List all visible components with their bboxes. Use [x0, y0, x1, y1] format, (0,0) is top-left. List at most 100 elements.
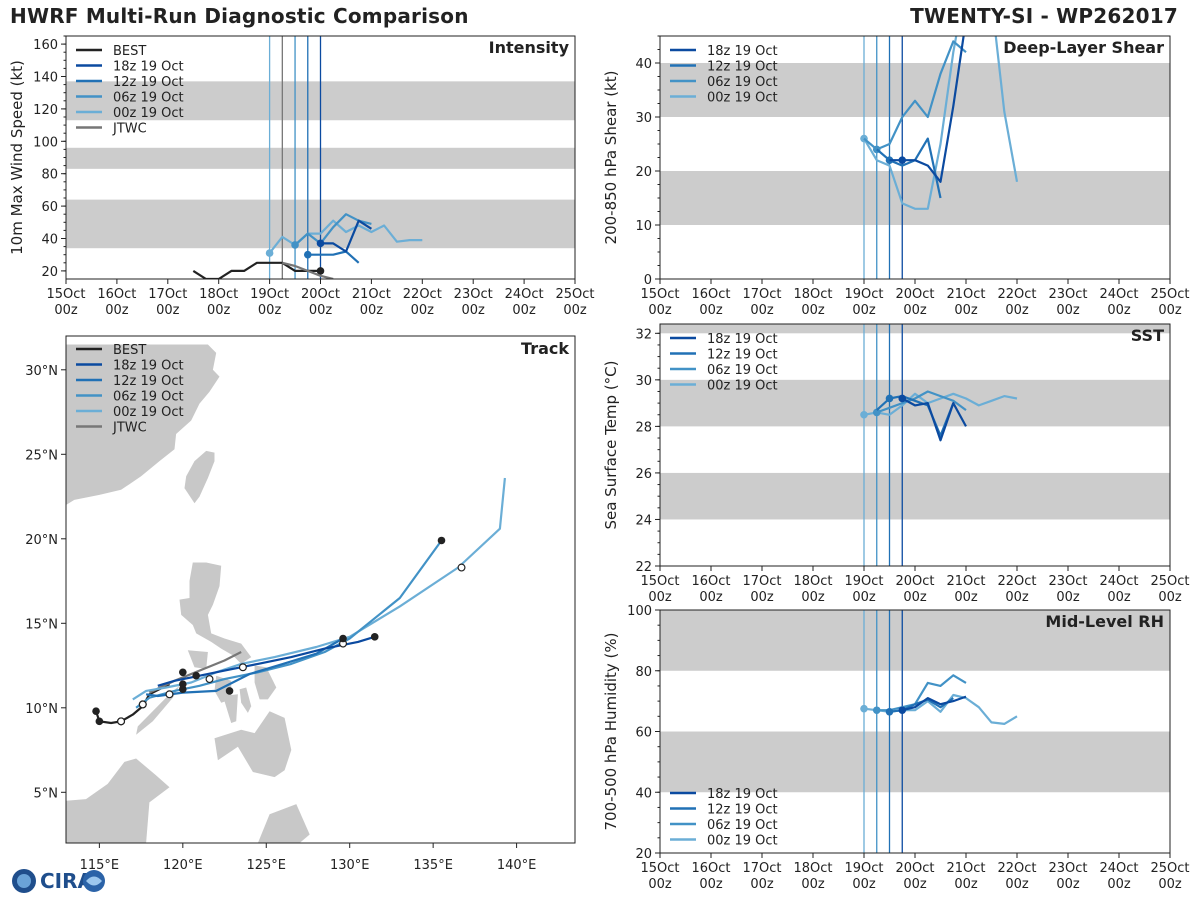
- shear-xtick-sublabel: 00z: [852, 303, 876, 318]
- shear-xtick-label: 24Oct: [1099, 287, 1138, 302]
- track-xtick-label: 120°E: [163, 858, 203, 873]
- track-legend-label: 12z 19 Oct: [113, 374, 184, 389]
- shear-xtick-label: 22Oct: [997, 287, 1036, 302]
- shear-band-1: [660, 63, 1170, 117]
- shear-xtick-sublabel: 00z: [1005, 303, 1029, 318]
- mindoro: [187, 650, 208, 669]
- intensity-xtick-sublabel: 00z: [360, 303, 384, 318]
- track-ytick-label: 25°N: [25, 448, 58, 463]
- storm-title: TWENTY-SI - WP262017: [910, 4, 1178, 28]
- rh-ytick-label: 80: [635, 665, 652, 680]
- sst-ylabel: Sea Surface Temp (°C): [602, 360, 620, 529]
- track-position-open-marker: [238, 663, 247, 672]
- intensity-xtick-label: 19Oct: [250, 287, 289, 302]
- sst-series-marker: [872, 408, 881, 417]
- track-position-open-marker: [205, 675, 214, 684]
- intensity-xtick-label: 24Oct: [505, 287, 544, 302]
- sst-series-line: [901, 397, 967, 442]
- shear-xtick-label: 20Oct: [895, 287, 934, 302]
- rh-series-marker: [898, 706, 907, 715]
- sst-xtick-label: 24Oct: [1099, 574, 1138, 589]
- intensity-ytick-label: 20: [41, 265, 58, 280]
- sst-series-line: [863, 392, 1018, 416]
- intensity-ytick-label: 100: [33, 135, 58, 150]
- track-position-marker: [179, 668, 187, 677]
- rh-xtick-label: 19Oct: [844, 861, 883, 876]
- sst-series-line: [876, 390, 967, 414]
- rh-panel: 2040608010015Oct00z16Oct00z17Oct00z18Oct…: [602, 604, 1190, 892]
- taiwan: [184, 450, 215, 504]
- sst-band-0: [660, 472, 1170, 520]
- shear-ylabel: 200-850 hPa Shear (kt): [602, 71, 620, 245]
- shear-xtick-label: 16Oct: [691, 287, 730, 302]
- rh-ylabel: 700-500 hPa Humidity (%): [602, 632, 620, 830]
- intensity-series-line: [192, 261, 321, 279]
- shear-ytick-label: 20: [635, 165, 652, 180]
- track-position-marker: [179, 685, 187, 694]
- sst-legend-label: 12z 19 Oct: [707, 348, 778, 363]
- rh-xtick-label: 25Oct: [1150, 861, 1189, 876]
- shear-xtick-sublabel: 00z: [648, 303, 672, 318]
- sst-xtick-sublabel: 00z: [1107, 590, 1131, 605]
- intensity-xtick-sublabel: 00z: [105, 303, 129, 318]
- sst-xtick-label: 19Oct: [844, 574, 883, 589]
- rh-xtick-label: 17Oct: [742, 861, 781, 876]
- intensity-panel: 2040608010012014016015Oct00z16Oct00z17Oc…: [8, 35, 595, 318]
- track-ytick-label: 10°N: [25, 702, 58, 717]
- track-xtick-label: 125°E: [246, 858, 286, 873]
- track-position-open-marker: [117, 717, 126, 726]
- intensity-xtick-sublabel: 00z: [309, 303, 333, 318]
- shear-xtick-sublabel: 00z: [903, 303, 927, 318]
- sst-band-2: [660, 324, 1170, 334]
- page-title: HWRF Multi-Run Diagnostic Comparison: [10, 4, 469, 28]
- track-position-marker: [339, 634, 347, 643]
- track-xtick-label: 140°E: [497, 858, 537, 873]
- intensity-series-marker: [303, 250, 312, 259]
- rh-plot-area: [660, 610, 1170, 853]
- track-legend-label: 06z 19 Oct: [113, 390, 184, 405]
- intensity-series-line: [282, 261, 334, 279]
- rh-ytick-label: 20: [635, 847, 652, 862]
- track-legend-label: 00z 19 Oct: [113, 405, 184, 420]
- halmahera-region: [257, 804, 310, 843]
- rh-band-1: [660, 610, 1170, 671]
- luzon: [179, 562, 252, 664]
- shear-xtick-sublabel: 00z: [1158, 303, 1182, 318]
- intensity-xtick-label: 17Oct: [148, 287, 187, 302]
- intensity-ytick-label: 40: [41, 233, 58, 248]
- shear-legend-label: 00z 19 Oct: [707, 91, 778, 106]
- rh-legend-label: 18z 19 Oct: [707, 787, 778, 802]
- rh-xtick-sublabel: 00z: [699, 877, 723, 892]
- intensity-xtick-sublabel: 00z: [207, 303, 231, 318]
- intensity-xtick-sublabel: 00z: [512, 303, 536, 318]
- shear-xtick-label: 15Oct: [640, 287, 679, 302]
- intensity-xtick-sublabel: 00z: [54, 303, 78, 318]
- sst-xtick-sublabel: 00z: [1005, 590, 1029, 605]
- rh-xtick-label: 18Oct: [793, 861, 832, 876]
- intensity-title: Intensity: [489, 38, 570, 57]
- rh-band-0: [660, 731, 1170, 793]
- intensity-plot-area: [66, 36, 575, 279]
- sst-xtick-sublabel: 00z: [1056, 590, 1080, 605]
- intensity-xtick-sublabel: 00z: [156, 303, 180, 318]
- track-ytick-label: 15°N: [25, 617, 58, 632]
- shear-xtick-label: 17Oct: [742, 287, 781, 302]
- track-frame: [65, 335, 576, 844]
- intensity-series-line: [320, 219, 372, 253]
- track-position-open-marker: [457, 563, 466, 572]
- sst-ytick-label: 28: [635, 420, 652, 435]
- sst-xtick-label: 17Oct: [742, 574, 781, 589]
- sst-xtick-label: 18Oct: [793, 574, 832, 589]
- cebu: [239, 687, 252, 713]
- intensity-series-marker: [316, 239, 325, 248]
- shear-legend-label: 18z 19 Oct: [707, 44, 778, 59]
- rh-ytick-label: 100: [627, 604, 652, 619]
- intensity-xtick-label: 23Oct: [454, 287, 493, 302]
- track-map-area: [66, 344, 506, 843]
- track-legend-label: 18z 19 Oct: [113, 359, 184, 374]
- sst-xtick-label: 23Oct: [1048, 574, 1087, 589]
- track-position-open-marker: [165, 690, 174, 699]
- sst-ytick-label: 32: [635, 327, 652, 342]
- rh-xtick-label: 21Oct: [946, 861, 985, 876]
- intensity-ylabel: 10m Max Wind Speed (kt): [8, 60, 26, 255]
